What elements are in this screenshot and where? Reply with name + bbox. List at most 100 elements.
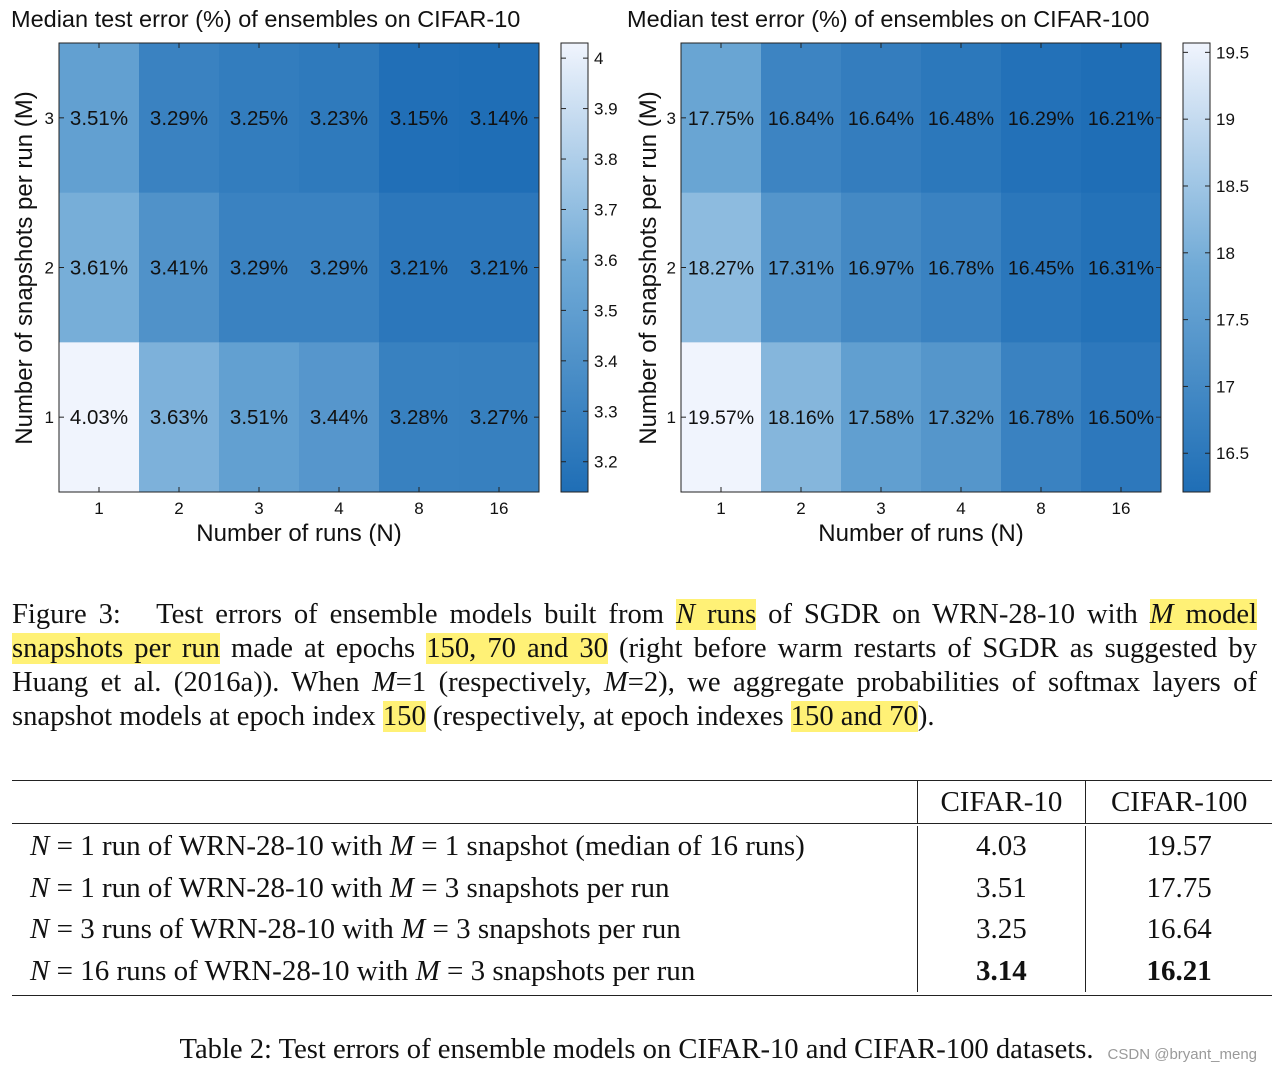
x-tick-label: 4 <box>334 499 343 518</box>
figure-3-caption: Figure 3: Test errors of ensemble models… <box>12 598 1258 734</box>
y-tick-label: 3 <box>667 109 676 128</box>
table-body: N = 1 run of WRN-28-10 with M = 1 snapsh… <box>12 824 1272 996</box>
heatmap-cell <box>761 342 842 493</box>
chart-title: Median test error (%) of ensembles on CI… <box>11 6 520 32</box>
cell-label: 3.28% <box>390 406 448 429</box>
y-axis-label: Number of snapshots per run (M) <box>11 91 38 444</box>
cell-label: 3.21% <box>470 257 528 280</box>
cell-label: 3.23% <box>310 107 368 130</box>
table-row: N = 1 run of WRN-28-10 with M = 1 snapsh… <box>12 826 1272 868</box>
cifar100-value: 19.57 <box>1085 826 1272 868</box>
cell-label: 3.29% <box>150 107 208 130</box>
x-tick-label: 2 <box>796 499 805 518</box>
heatmap-cell <box>139 43 220 194</box>
colorbar-tick-label: 19 <box>1216 110 1235 129</box>
cell-label: 3.61% <box>70 257 128 280</box>
heatmap-cell <box>139 342 220 493</box>
highlight-epochs: 150, 70 and 30 <box>426 633 608 664</box>
heatmap-cell <box>459 43 540 194</box>
colorbar-tick-label: 3.5 <box>594 301 618 320</box>
cell-label: 16.97% <box>848 258 914 280</box>
watermark: CSDN @bryant_meng <box>1107 1046 1257 1063</box>
caption-text: (right before warm restarts of SGDR as s… <box>12 633 1258 698</box>
colorbar: 19.5 19 18.5 18 17.5 17 16.5 <box>1182 42 1249 493</box>
caption-text: =2), we aggregate probabilities of softm… <box>12 667 1257 732</box>
colorbar-tick-label: 17.5 <box>1216 311 1249 330</box>
heatmap-cell <box>299 43 380 194</box>
caption-text: =1 (respectively, <box>395 667 592 698</box>
heatmap-cell <box>761 43 842 194</box>
table-2: CIFAR-10 CIFAR-100 N = 1 run of WRN-28-1… <box>12 780 1272 996</box>
heatmap-cell <box>59 43 140 194</box>
heatmap-cell <box>1001 192 1082 343</box>
highlight-150-70: 150 and 70 <box>790 701 918 732</box>
heatmap-cell <box>459 192 540 343</box>
cell-label: 3.29% <box>310 257 368 280</box>
cell-label: 4.03% <box>70 406 128 429</box>
heatmap-cell <box>921 342 1002 493</box>
cell-label: 16.64% <box>848 108 914 130</box>
cell-label: 16.78% <box>928 258 994 280</box>
x-tick-label: 1 <box>716 499 725 518</box>
y-tick-label: 1 <box>45 408 54 427</box>
cell-label: 3.41% <box>150 257 208 280</box>
colorbar-tick-label: 3.8 <box>594 150 618 169</box>
heatmap-cell <box>299 342 380 493</box>
heatmap-cell <box>139 192 220 343</box>
math-m: M <box>371 667 396 698</box>
x-tick-label: 3 <box>254 499 263 518</box>
cifar10-value: 3.14 <box>916 950 1086 992</box>
cifar100-heatmap: Median test error (%) of ensembles on CI… <box>627 6 1249 547</box>
colorbar-tick-label: 16.5 <box>1216 444 1249 463</box>
caption-text: Test errors of ensemble models built fro… <box>156 599 665 630</box>
heatmap-cell <box>59 342 140 493</box>
header-cifar10: CIFAR-10 <box>916 781 1086 823</box>
cell-label: 3.27% <box>470 406 528 429</box>
heatmap-cell <box>219 43 300 194</box>
row-description: N = 16 runs of WRN-28-10 with M = 3 snap… <box>30 954 696 987</box>
heatmap-cell <box>1001 43 1082 194</box>
x-tick-label: 2 <box>174 499 183 518</box>
heatmap-cell <box>681 43 762 194</box>
cell-label: 17.75% <box>688 108 754 130</box>
cell-label: 17.32% <box>928 407 994 429</box>
caption-text: of SGDR on WRN-28-10 with <box>768 599 1138 630</box>
heatmap-cell <box>219 342 300 493</box>
cell-label: 3.14% <box>470 107 528 130</box>
cell-label: 3.25% <box>230 107 288 130</box>
cifar10-value: 4.03 <box>916 826 1086 868</box>
table-row: N = 3 runs of WRN-28-10 with M = 3 snaps… <box>12 909 1272 951</box>
colorbar-gradient <box>560 42 589 493</box>
cell-label: 16.78% <box>1008 407 1074 429</box>
heatmap-cell <box>761 192 842 343</box>
caption-text: ). <box>917 701 935 732</box>
colorbar-tick-label: 18 <box>1216 244 1235 263</box>
colorbar-tick-label: 3.9 <box>594 100 618 119</box>
cifar100-value: 16.64 <box>1085 909 1272 951</box>
x-axis-label: Number of runs (N) <box>818 520 1023 547</box>
cifar100-value: 17.75 <box>1085 867 1272 909</box>
row-description: N = 1 run of WRN-28-10 with M = 1 snapsh… <box>30 830 805 863</box>
table-row: N = 16 runs of WRN-28-10 with M = 3 snap… <box>12 950 1272 992</box>
cell-label: 17.31% <box>768 258 834 280</box>
heatmap-cell <box>299 192 380 343</box>
heatmap-cell <box>459 342 540 493</box>
highlight-n-runs: N runs <box>675 599 757 630</box>
table-2-caption: Table 2: Test errors of ensemble models … <box>179 1034 1094 1065</box>
figure-3-heatmaps: Median test error (%) of ensembles on CI… <box>11 6 1249 547</box>
cell-label: 3.44% <box>310 406 368 429</box>
x-axis-label: Number of runs (N) <box>196 520 401 547</box>
heatmap-cell <box>379 192 460 343</box>
cell-label: 16.29% <box>1008 108 1074 130</box>
heatmap-cell <box>379 43 460 194</box>
colorbar-tick-label: 3.4 <box>594 352 618 371</box>
cell-label: 17.58% <box>848 407 914 429</box>
table-row: N = 1 run of WRN-28-10 with M = 3 snapsh… <box>12 867 1272 909</box>
cell-label: 3.51% <box>70 107 128 130</box>
table-header: CIFAR-10 CIFAR-100 <box>12 780 1272 824</box>
cell-label: 3.21% <box>390 257 448 280</box>
cell-label: 18.16% <box>768 407 834 429</box>
cell-label: 16.21% <box>1088 108 1154 130</box>
colorbar: 4 3.9 3.8 3.7 3.6 3.5 3.4 3.3 3.2 <box>560 42 618 493</box>
colorbar-tick-label: 19.5 <box>1216 43 1249 62</box>
